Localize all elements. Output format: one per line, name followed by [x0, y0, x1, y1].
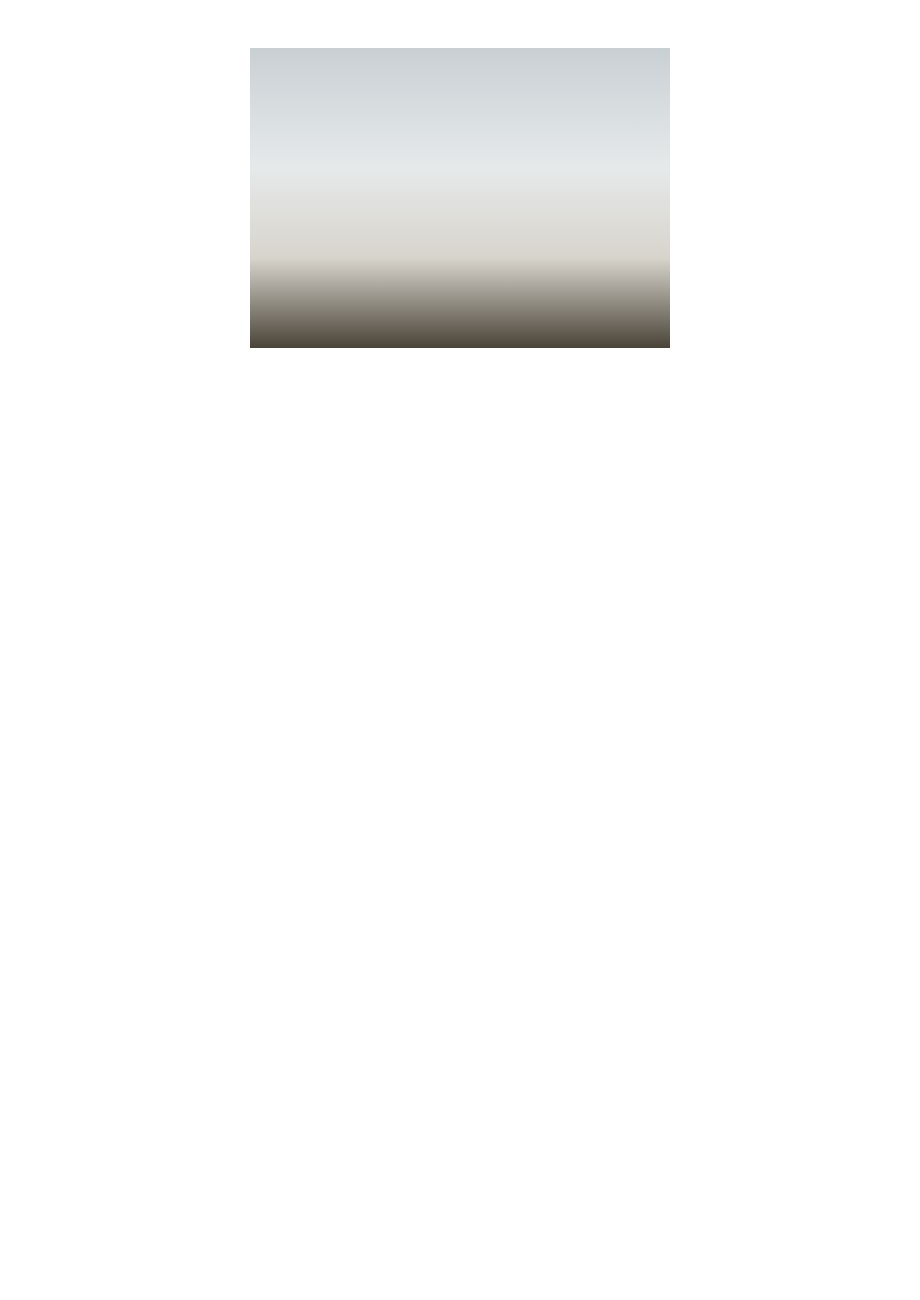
q5-options: [80, 396, 840, 420]
q6-options: [80, 726, 840, 750]
q4-options: [80, 364, 840, 388]
figure3-chart: [100, 428, 620, 708]
q7-options: [80, 758, 840, 806]
figure3-container: [100, 428, 840, 716]
figure2-container: [80, 48, 840, 356]
figure2-photo: [250, 48, 670, 348]
